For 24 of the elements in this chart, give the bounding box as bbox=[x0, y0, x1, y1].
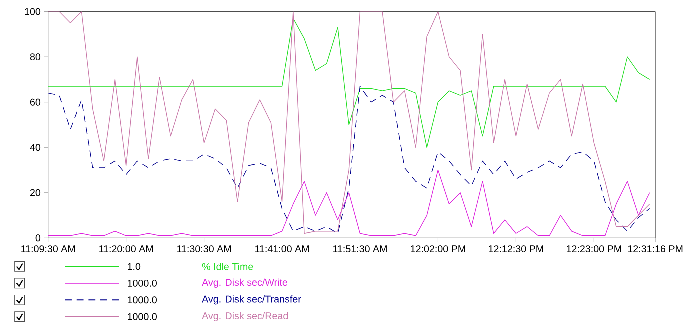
text: 1.0 bbox=[128, 263, 141, 270]
y-tick-label: 20 bbox=[30, 190, 41, 197]
x-tick-label: 12:02:00 PM bbox=[411, 246, 466, 253]
x-tick-label: 12:23:00 PM bbox=[567, 246, 622, 253]
x-tick-label: 11:09:30 AM bbox=[22, 246, 76, 253]
x-tick-label: 12:12:30 PM bbox=[489, 246, 544, 253]
x-tick-label: 11:51:30 AM bbox=[333, 246, 387, 253]
x-tick-label: 12:31:16 PM bbox=[628, 246, 683, 253]
text: Avg. Disk sec/Write bbox=[202, 278, 288, 288]
y-tick-label: 0 bbox=[36, 234, 41, 242]
text: Avg. Disk sec/Read bbox=[202, 312, 288, 322]
text: 1000.0 bbox=[128, 314, 157, 321]
text: 1000.0 bbox=[128, 296, 157, 304]
y-tick-label: 80 bbox=[30, 54, 41, 61]
y-tick-label: 40 bbox=[30, 144, 41, 152]
x-tick-label: 11:20:00 AM bbox=[100, 246, 154, 253]
text: 1000.0 bbox=[128, 280, 157, 288]
x-tick-label: 11:30:30 AM bbox=[178, 246, 232, 253]
y-tick-label: 60 bbox=[30, 99, 41, 106]
x-tick-label: 11:41:00 AM bbox=[255, 246, 309, 253]
line-series bbox=[48, 86, 650, 234]
text: Avg. Disk sec/Transfer bbox=[202, 296, 302, 305]
text: % Idle Time bbox=[202, 263, 254, 270]
y-tick-label: 100 bbox=[25, 8, 41, 16]
